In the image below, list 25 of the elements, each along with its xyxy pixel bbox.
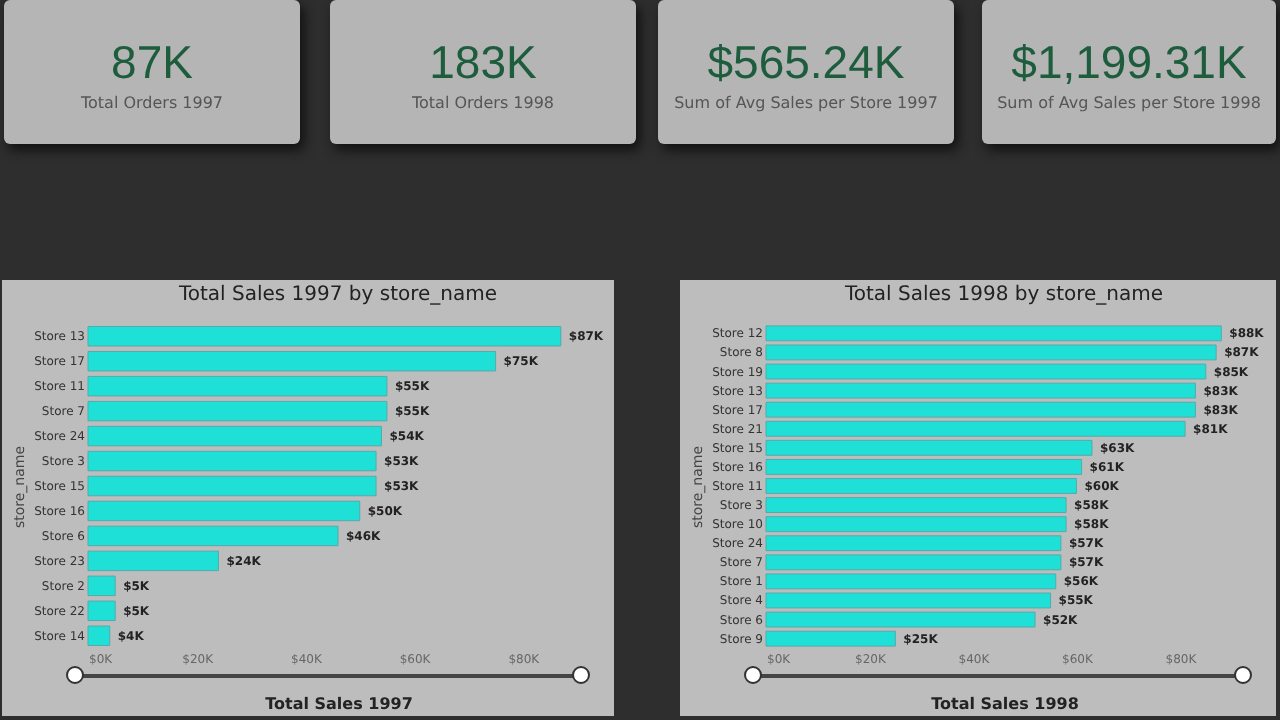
bar [87,425,382,447]
bar [87,326,562,347]
x-axis-title: Total Sales 1997 [265,695,413,713]
bar [87,625,111,646]
bar [87,600,116,622]
text: 87K [109,34,195,90]
chart-title: Total Sales 1997 by store_name [176,284,498,306]
bar [87,500,361,522]
text: Total Orders 1997 [78,94,226,112]
bar [87,375,388,397]
text: Sum of Avg Sales per Store 1998 [995,94,1263,112]
text: $1,199.31K [1009,34,1249,90]
text: Total Orders 1998 [409,94,557,112]
bar [87,525,339,547]
bar [87,475,377,497]
text: 183K [427,34,539,90]
text: $565.24K [705,34,907,90]
bar [87,400,388,422]
bar [87,575,116,597]
text: Sum of Avg Sales per Store 1997 [672,94,940,112]
chart-title: Total Sales 1998 by store_name [842,284,1164,306]
bar [87,450,377,472]
x-axis-title: Total Sales 1998 [931,695,1080,713]
bar [87,550,219,572]
bar [87,350,497,372]
